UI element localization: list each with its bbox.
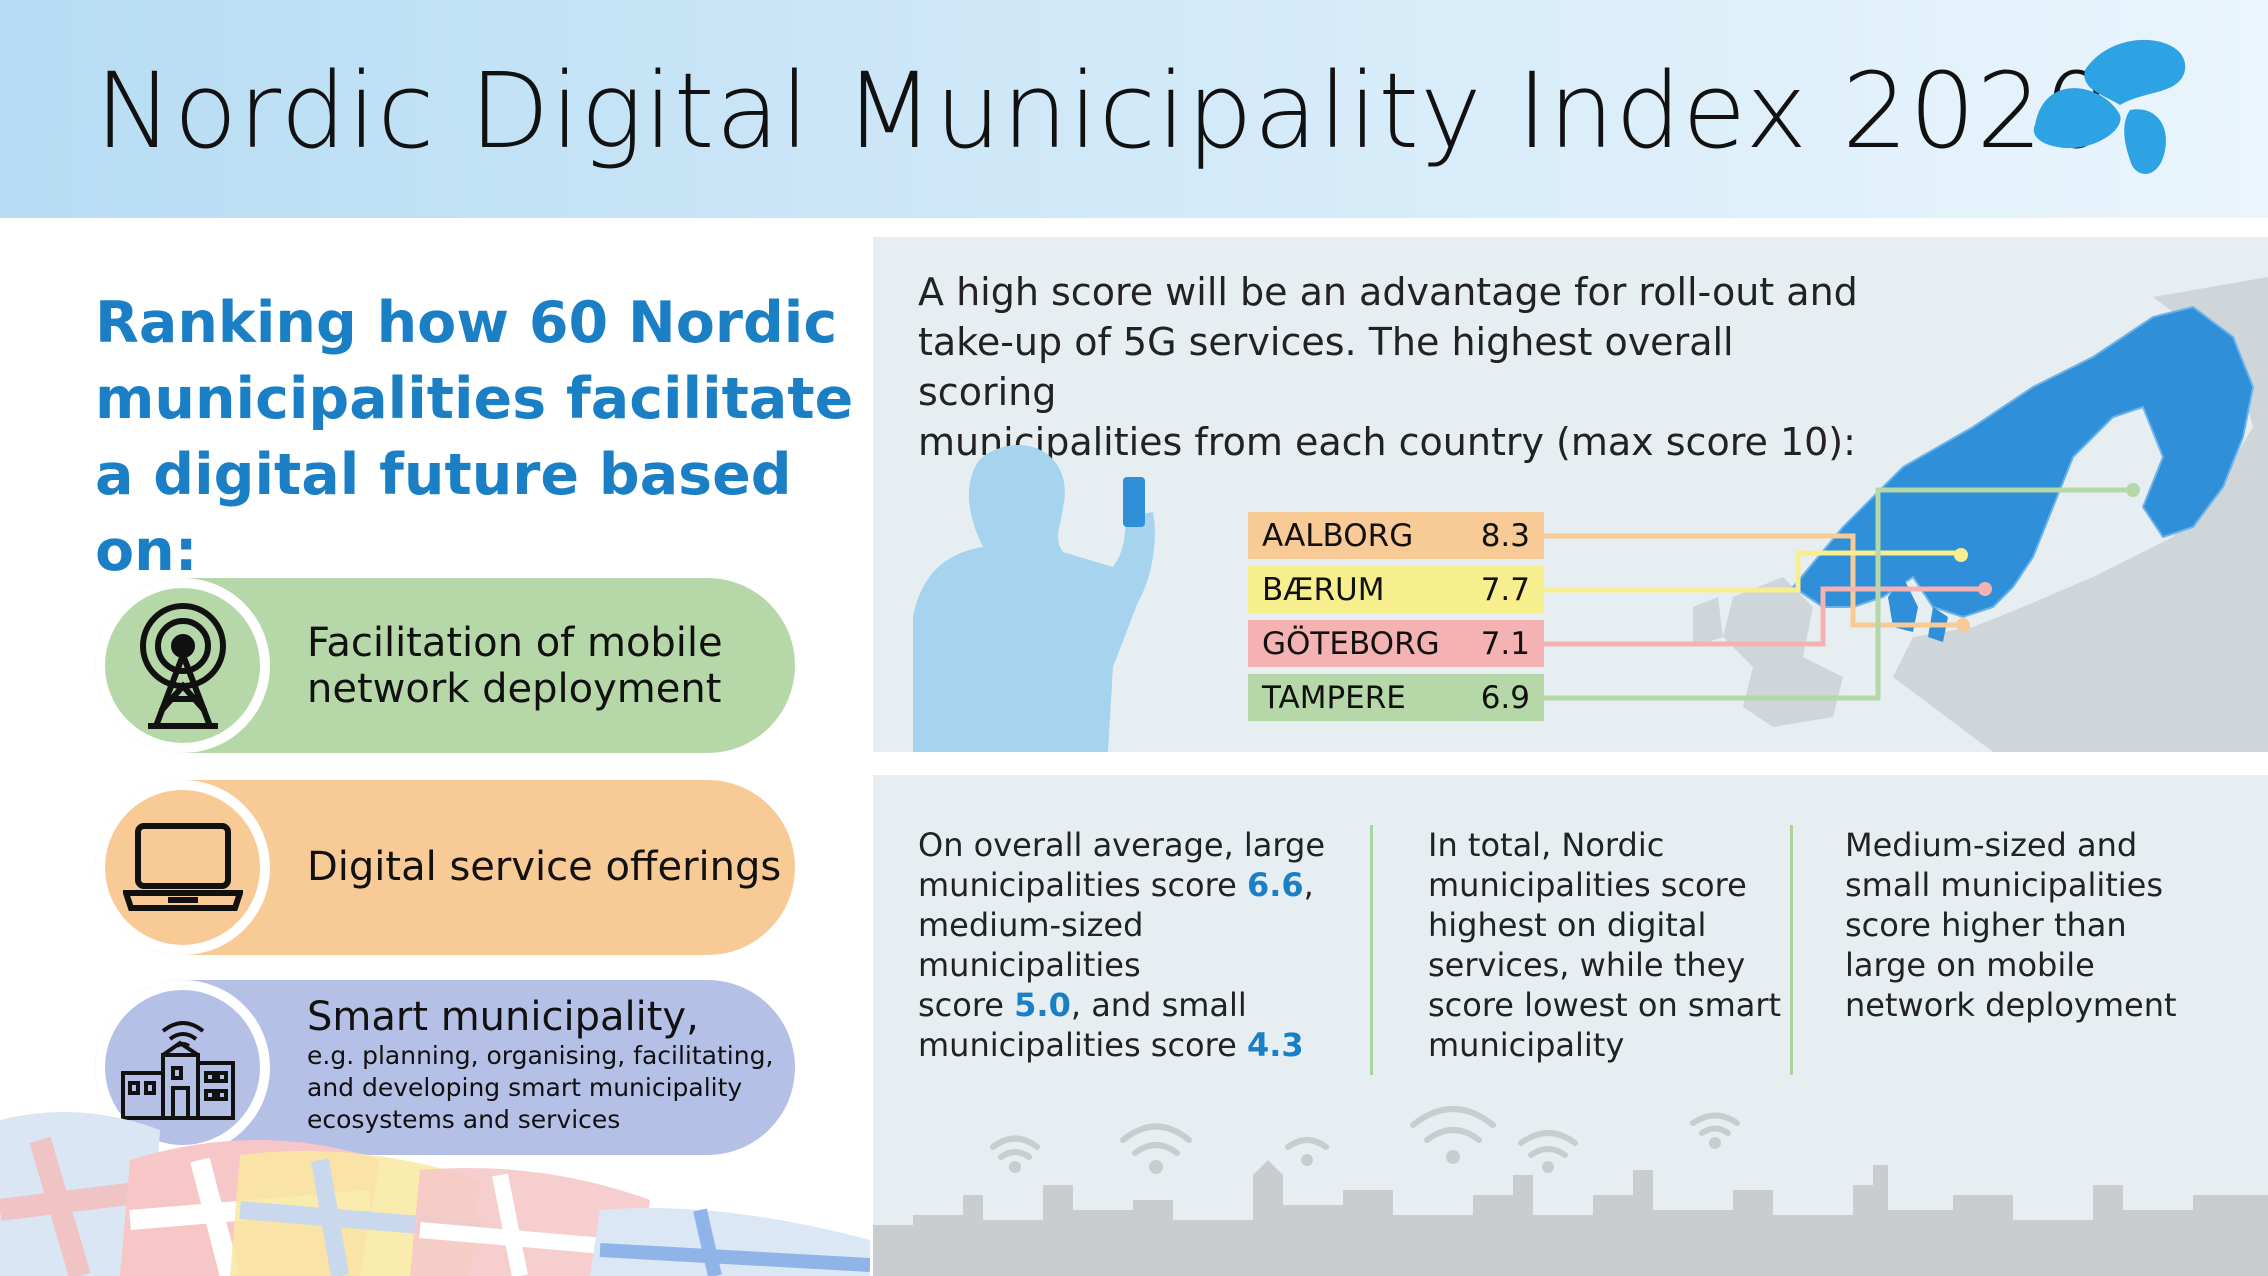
- criterion-label: Digital service offerings: [307, 844, 782, 890]
- score-small: 4.3: [1246, 1026, 1304, 1064]
- municipality-name: AALBORG: [1262, 517, 1414, 554]
- finding-line: municipalities score: [1428, 866, 1747, 904]
- subtitle-line: Ranking how 60 Nordic: [95, 290, 838, 356]
- finding-line: score 5.0, and small: [918, 985, 1348, 1025]
- criterion-detail: ecosystems and services: [307, 1105, 621, 1134]
- wifi-icon: [990, 1135, 1040, 1173]
- criterion-digital-services: Digital service offerings: [95, 780, 795, 955]
- telenor-logo-icon: [2033, 39, 2186, 174]
- finding-line: large on mobile: [1845, 946, 2095, 984]
- subtitle-line: a digital future based on:: [95, 442, 792, 584]
- criterion-label-line: network deployment: [307, 666, 722, 712]
- criterion-smart-municipality: Smart municipality, e.g. planning, organ…: [95, 980, 795, 1155]
- map-marker: [2126, 483, 2140, 497]
- municipality-score: 8.3: [1480, 517, 1530, 554]
- finding-line: Medium-sized and: [1845, 826, 2138, 864]
- finding-mobile-network: Medium-sized and small municipalities sc…: [1845, 825, 2215, 1025]
- map-marker: [1954, 548, 1968, 562]
- criterion-label: Facilitation of mobile network deploymen…: [307, 620, 723, 712]
- finding-line: medium-sized municipalities: [918, 906, 1144, 984]
- laptop-icon: [122, 822, 243, 911]
- smart-city-icon: [120, 1020, 235, 1120]
- page-title: Nordic Digital Municipality Index 2020: [95, 50, 2111, 172]
- finding-line: score higher than: [1845, 906, 2127, 944]
- phone-icon: [1123, 477, 1145, 527]
- municipality-name: BÆRUM: [1262, 571, 1385, 608]
- criterion-icon-wrapper: [95, 578, 270, 753]
- municipality-score: 7.1: [1480, 625, 1530, 662]
- intro-line: municipalities from each country (max sc…: [918, 420, 1856, 464]
- top-ranking-panel: A high score will be an advantage for ro…: [873, 237, 2268, 752]
- ranking-intro-text: A high score will be an advantage for ro…: [918, 267, 1868, 467]
- finding-line: municipality: [1428, 1026, 1625, 1064]
- municipality-name: TAMPERE: [1262, 679, 1406, 716]
- ranking-connector-lines: [1543, 483, 2140, 701]
- wifi-icon: [1285, 1137, 1329, 1166]
- criterion-icon-wrapper: [95, 780, 270, 955]
- ranking-row: TAMPERE 6.9: [1248, 674, 1544, 721]
- finding-text: , and small: [1070, 986, 1247, 1024]
- municipality-score: 6.9: [1480, 679, 1530, 716]
- score-large: 6.6: [1246, 866, 1304, 904]
- finding-text: ,: [1303, 866, 1314, 904]
- section-subtitle: Ranking how 60 Nordic municipalities fac…: [95, 285, 855, 589]
- finding-line: network deployment: [1845, 986, 2177, 1024]
- criterion-label: Smart municipality, e.g. planning, organ…: [307, 994, 773, 1136]
- findings-panel: On overall average, large municipalities…: [873, 775, 2268, 1276]
- ranking-row: GÖTEBORG 7.1: [1248, 620, 1544, 667]
- header-banner: Nordic Digital Municipality Index 2020: [0, 0, 2268, 218]
- finding-text: score: [918, 986, 1015, 1024]
- wifi-icon: [1120, 1123, 1192, 1174]
- ranking-row: AALBORG 8.3: [1248, 512, 1544, 559]
- criterion-detail: e.g. planning, organising, facilitating,: [307, 1041, 774, 1070]
- finding-text: municipalities score: [918, 1026, 1247, 1064]
- column-divider: [1790, 825, 1793, 1075]
- ranking-row: BÆRUM 7.7: [1248, 566, 1544, 613]
- wifi-icon: [1410, 1106, 1496, 1164]
- score-medium: 5.0: [1014, 986, 1071, 1024]
- intro-line: A high score will be an advantage for ro…: [918, 270, 1858, 314]
- criterion-mobile-network: Facilitation of mobile network deploymen…: [95, 578, 795, 753]
- municipality-name: GÖTEBORG: [1262, 625, 1440, 662]
- municipality-score: 7.7: [1480, 571, 1530, 608]
- criterion-detail: and developing smart municipality: [307, 1073, 743, 1102]
- intro-line: take-up of 5G services. The highest over…: [918, 320, 1734, 414]
- person-with-phone-illustration: [913, 445, 1155, 752]
- subtitle-line: municipalities facilitate: [95, 366, 854, 432]
- wifi-icon: [1518, 1130, 1578, 1173]
- city-skyline-decoration: [873, 1106, 2268, 1276]
- column-divider: [1370, 825, 1373, 1075]
- finding-line: municipalities score 4.3: [918, 1025, 1348, 1065]
- finding-line: highest on digital: [1428, 906, 1707, 944]
- wifi-icon: [1690, 1112, 1740, 1149]
- nordic-map: [1693, 277, 2268, 752]
- finding-average-scores: On overall average, large municipalities…: [918, 825, 1348, 1065]
- finding-line: small municipalities: [1845, 866, 2164, 904]
- map-marker: [1978, 582, 1992, 596]
- criterion-icon-wrapper: [95, 980, 270, 1155]
- finding-line: services, while they: [1428, 946, 1746, 984]
- map-marker: [1956, 618, 1970, 632]
- finding-digital-services: In total, Nordic municipalities score hi…: [1428, 825, 1798, 1065]
- criterion-label-line: Facilitation of mobile: [307, 620, 723, 666]
- finding-line: In total, Nordic: [1428, 826, 1665, 864]
- criterion-label-line: Smart municipality,: [307, 994, 699, 1040]
- nordic-flags-decoration: [0, 1112, 870, 1276]
- antenna-tower-icon: [139, 602, 226, 729]
- finding-line: municipalities score 6.6,: [918, 865, 1348, 905]
- finding-line: On overall average, large: [918, 826, 1325, 864]
- finding-text: municipalities score: [918, 866, 1247, 904]
- finding-line: score lowest on smart: [1428, 986, 1782, 1024]
